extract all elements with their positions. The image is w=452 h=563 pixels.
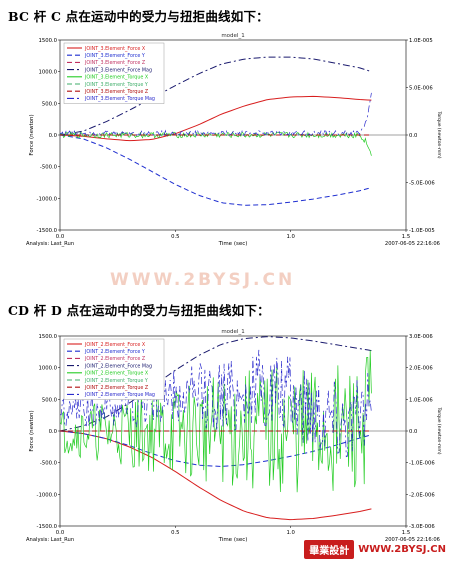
chart-title: model_1: [221, 329, 244, 335]
y-tick-label: 1500.0: [38, 334, 57, 340]
y-right-tick-label: 3.0E-006: [409, 334, 433, 340]
y-tick-label: 500.0: [42, 397, 58, 403]
x-tick-label: 1.5: [402, 234, 410, 240]
y-right-tick-label: 1.0E-006: [409, 397, 433, 403]
brand-footer: 畢業設計 WWW.2BYSJ.CN: [304, 540, 446, 559]
legend-label: JOINT_3.Element_Force Mag: [84, 67, 152, 73]
legend-label: JOINT_3.Element_Force Z: [84, 60, 146, 66]
y-tick-label: -500.0: [40, 165, 58, 171]
legend-label: JOINT_2.Element_Torque Mag: [84, 392, 155, 398]
legend-label: JOINT_3.Element_Torque Z: [84, 89, 149, 95]
x-tick-label: 0.0: [56, 530, 65, 536]
legend-label: JOINT_2.Element_Torque Y: [84, 378, 148, 384]
y-right-tick-label: 0.0: [409, 429, 418, 435]
y-right-tick-label: 2.0E-006: [409, 366, 433, 372]
y-right-axis-label: Torque (newton-mm): [436, 111, 442, 159]
series-line-4: [59, 56, 372, 136]
x-tick-label: 1.5: [402, 530, 410, 536]
y-right-tick-label: -1.0E-005: [409, 228, 435, 234]
legend-label: JOINT_2.Element_Torque X: [84, 371, 149, 377]
legend-label: JOINT_2.Element_Force X: [84, 342, 146, 348]
legend-box: [63, 338, 165, 400]
y-right-tick-label: 5.0E-006: [409, 86, 433, 92]
x-tick-label: 1.0: [286, 234, 295, 240]
y-right-tick-label: -1.0E-006: [409, 461, 435, 467]
y-axis-label: Force (newton): [29, 410, 35, 451]
y-tick-label: -1500.0: [37, 228, 58, 234]
y-right-tick-label: -3.0E-006: [409, 524, 435, 530]
y-tick-label: 1500.0: [38, 38, 57, 44]
x-tick-label: 0.0: [56, 234, 65, 240]
y-right-tick-label: 1.0E-005: [409, 38, 433, 44]
y-right-tick-label: -5.0E-006: [409, 181, 435, 187]
y-tick-label: 0.0: [49, 133, 58, 139]
chart-panel-1: model_1 1500.0 1000.0 500.0 0.0 -500.0 -1000.0…: [24, 30, 444, 260]
y-right-axis-label: Torque (newton-mm): [436, 407, 442, 455]
x-axis-label: Time (sec): [218, 241, 248, 247]
chart-title: model_1: [221, 33, 244, 39]
y-right-tick-label: 0.0: [409, 133, 418, 139]
legend-label: JOINT_2.Element_Force Z: [84, 356, 146, 362]
legend-label: JOINT_2.Element_Force Y: [84, 349, 145, 355]
chart-panel-2: model_1 1500.0 1000.0 500.0 0.0 -500.0 -1000.0…: [24, 326, 444, 556]
heading-bc-rod: BC 杆 C 点在运动中的受力与扭拒曲线如下：: [8, 9, 269, 24]
heading-cd-rod: CD 杆 D 点在运动中的受力与扭拒曲线如下：: [8, 303, 270, 318]
y-tick-label: -1000.0: [37, 492, 58, 498]
legend-box: [63, 42, 165, 104]
y-tick-label: 1000.0: [38, 366, 57, 372]
y-tick-label: -1500.0: [37, 524, 58, 530]
y-tick-label: 0.0: [49, 429, 58, 435]
y-tick-label: -500.0: [40, 461, 58, 467]
x-axis-label: Time (sec): [218, 537, 248, 543]
legend-label: JOINT_3.Element_Torque X: [84, 75, 149, 81]
footer-analysis: Analysis: Last_Run: [26, 537, 74, 543]
x-tick-label: 0.5: [171, 530, 179, 536]
series-line-8: [59, 92, 372, 137]
legend-label: JOINT_3.Element_Torque Mag: [84, 96, 155, 102]
series-line-1: [59, 95, 372, 142]
y-tick-label: 500.0: [42, 101, 58, 107]
legend-label: JOINT_3.Element_Force X: [84, 46, 146, 52]
series-line-5: [59, 350, 372, 493]
legend-label: JOINT_3.Element_Force Y: [84, 53, 145, 59]
y-tick-label: 1000.0: [38, 70, 57, 76]
legend-label: JOINT_2.Element_Force Mag: [84, 363, 152, 369]
y-tick-label: -1000.0: [37, 196, 58, 202]
x-tick-label: 0.5: [171, 234, 179, 240]
legend-label: JOINT_3.Element_Torque Y: [84, 82, 148, 88]
x-tick-label: 1.0: [286, 530, 295, 536]
y-right-tick-label: -2.0E-006: [409, 492, 435, 498]
series-line-2: [59, 134, 372, 206]
footer-timestamp: 2007-06-05 22:16:06: [385, 241, 440, 247]
y-axis-label: Force (newton): [29, 114, 35, 155]
footer-timestamp: 2007-06-05 22:16:06: [385, 537, 440, 543]
brand-url: WWW.2BYSJ.CN: [358, 544, 446, 555]
chart-svg: model_1 1500.0 1000.0 500.0 0.0 -500.0 -1000.0…: [26, 33, 442, 247]
chart-svg: model_1 1500.0 1000.0 500.0 0.0 -500.0 -1000.0…: [26, 329, 442, 543]
footer-analysis: Analysis: Last_Run: [26, 241, 74, 247]
watermark: WWW.2BYSJ.CN: [110, 270, 296, 290]
legend-label: JOINT_2.Element_Torque Z: [84, 385, 149, 391]
series-line-8: [59, 349, 372, 458]
brand-logo: 畢業設計: [304, 540, 355, 559]
